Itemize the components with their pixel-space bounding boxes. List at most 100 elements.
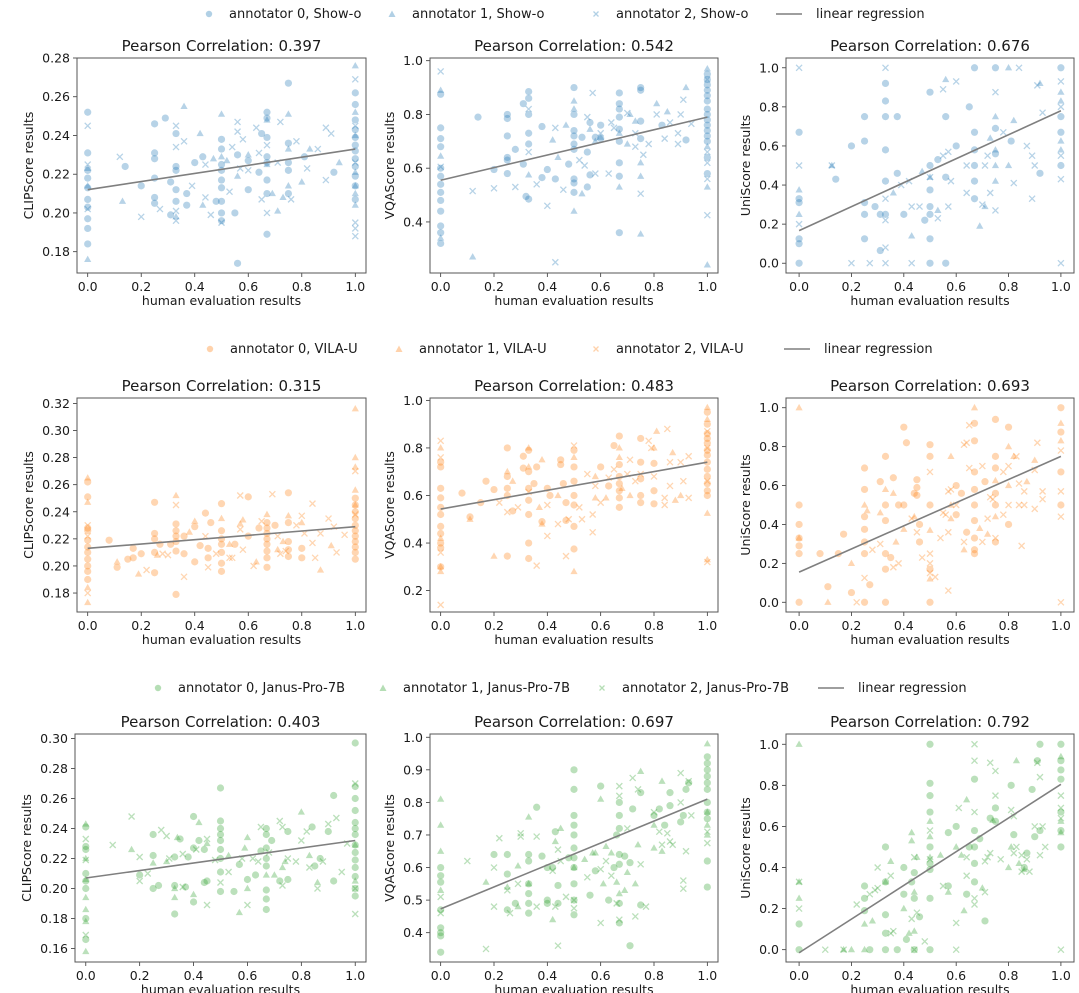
data-point xyxy=(533,180,541,188)
data-point xyxy=(297,808,305,815)
data-point xyxy=(963,189,971,197)
data-point xyxy=(570,911,578,919)
data-point xyxy=(217,879,224,886)
data-point xyxy=(200,845,208,854)
data-point xyxy=(1015,501,1023,509)
data-point xyxy=(233,151,242,159)
panel-title: Pearson Correlation: 0.315 xyxy=(122,377,322,395)
data-point xyxy=(703,759,711,767)
data-point xyxy=(517,829,525,837)
data-point xyxy=(1023,477,1031,485)
data-point xyxy=(860,538,869,546)
data-point xyxy=(351,830,359,839)
data-point xyxy=(703,142,711,150)
data-point xyxy=(525,488,533,496)
y-axis-label: UniScore results xyxy=(738,797,753,898)
data-point xyxy=(1012,756,1020,764)
data-point xyxy=(570,145,578,153)
data-point xyxy=(335,158,343,166)
data-point xyxy=(503,467,511,475)
data-point xyxy=(231,209,239,217)
x-tick-label: 0.2 xyxy=(131,279,151,294)
data-point xyxy=(437,529,445,538)
data-point xyxy=(666,838,674,845)
data-point xyxy=(203,839,211,847)
data-point xyxy=(351,232,359,240)
y-tick-label: 0.4 xyxy=(403,214,423,229)
data-point xyxy=(156,540,164,548)
data-point xyxy=(173,833,181,841)
data-point xyxy=(511,145,519,153)
x-axis-label: human evaluation results xyxy=(494,293,653,308)
data-point xyxy=(597,463,605,471)
data-point xyxy=(1057,792,1065,800)
data-point xyxy=(351,219,359,227)
data-point xyxy=(1004,863,1013,871)
data-point xyxy=(274,207,282,214)
triangle-marker-icon xyxy=(379,684,387,691)
data-point xyxy=(926,88,934,96)
x-tick-label: 0.6 xyxy=(946,279,966,294)
data-point xyxy=(84,527,92,535)
x-tick-label: 0.4 xyxy=(537,968,557,983)
data-point xyxy=(172,501,180,509)
data-point xyxy=(889,489,897,496)
data-point xyxy=(976,835,984,843)
data-point xyxy=(167,178,175,186)
data-point xyxy=(543,165,551,174)
data-point xyxy=(602,494,610,501)
panel-title: Pearson Correlation: 0.693 xyxy=(830,377,1030,395)
data-point xyxy=(437,924,445,932)
data-point xyxy=(991,489,1000,497)
data-point xyxy=(591,867,599,875)
data-point xyxy=(887,872,895,880)
data-point xyxy=(615,444,623,451)
data-point xyxy=(172,207,180,215)
y-tick-label: 0.20 xyxy=(42,558,70,573)
data-point xyxy=(926,894,934,902)
y-tick-label: 0.26 xyxy=(40,791,68,806)
data-point xyxy=(201,193,209,201)
data-point xyxy=(615,159,623,167)
data-point xyxy=(991,476,1000,484)
data-point xyxy=(128,813,136,820)
data-point xyxy=(511,899,519,907)
data-point xyxy=(351,453,359,461)
x-tick-label: 0.0 xyxy=(76,968,96,983)
data-point xyxy=(551,258,559,266)
data-point xyxy=(991,792,999,800)
data-point xyxy=(1036,851,1044,859)
data-point xyxy=(910,853,918,861)
data-point xyxy=(317,529,324,537)
series-x xyxy=(437,67,711,266)
data-point xyxy=(1057,826,1065,835)
data-point xyxy=(900,863,908,872)
data-point xyxy=(538,518,546,526)
line-marker-icon xyxy=(776,13,802,15)
x-tick-label: 0.6 xyxy=(946,618,966,633)
data-point xyxy=(538,456,546,463)
data-point xyxy=(482,945,490,953)
data-point xyxy=(351,555,359,563)
data-point xyxy=(84,521,92,529)
data-point xyxy=(650,811,658,820)
data-point xyxy=(1057,97,1065,104)
data-point xyxy=(204,554,212,562)
data-point xyxy=(991,415,1000,423)
data-point xyxy=(217,135,226,143)
data-point xyxy=(313,878,322,886)
data-point xyxy=(703,831,711,838)
data-point xyxy=(868,546,876,554)
data-point xyxy=(525,850,533,859)
data-point xyxy=(970,437,979,445)
data-point xyxy=(82,875,90,883)
data-point xyxy=(703,444,711,452)
legend-item-annotator-0: annotator 0, Show-o xyxy=(203,1,362,27)
data-point xyxy=(525,468,533,476)
data-point xyxy=(669,841,677,849)
data-point xyxy=(871,202,879,211)
data-point xyxy=(984,152,992,160)
data-point xyxy=(658,847,666,854)
data-point xyxy=(615,889,623,897)
